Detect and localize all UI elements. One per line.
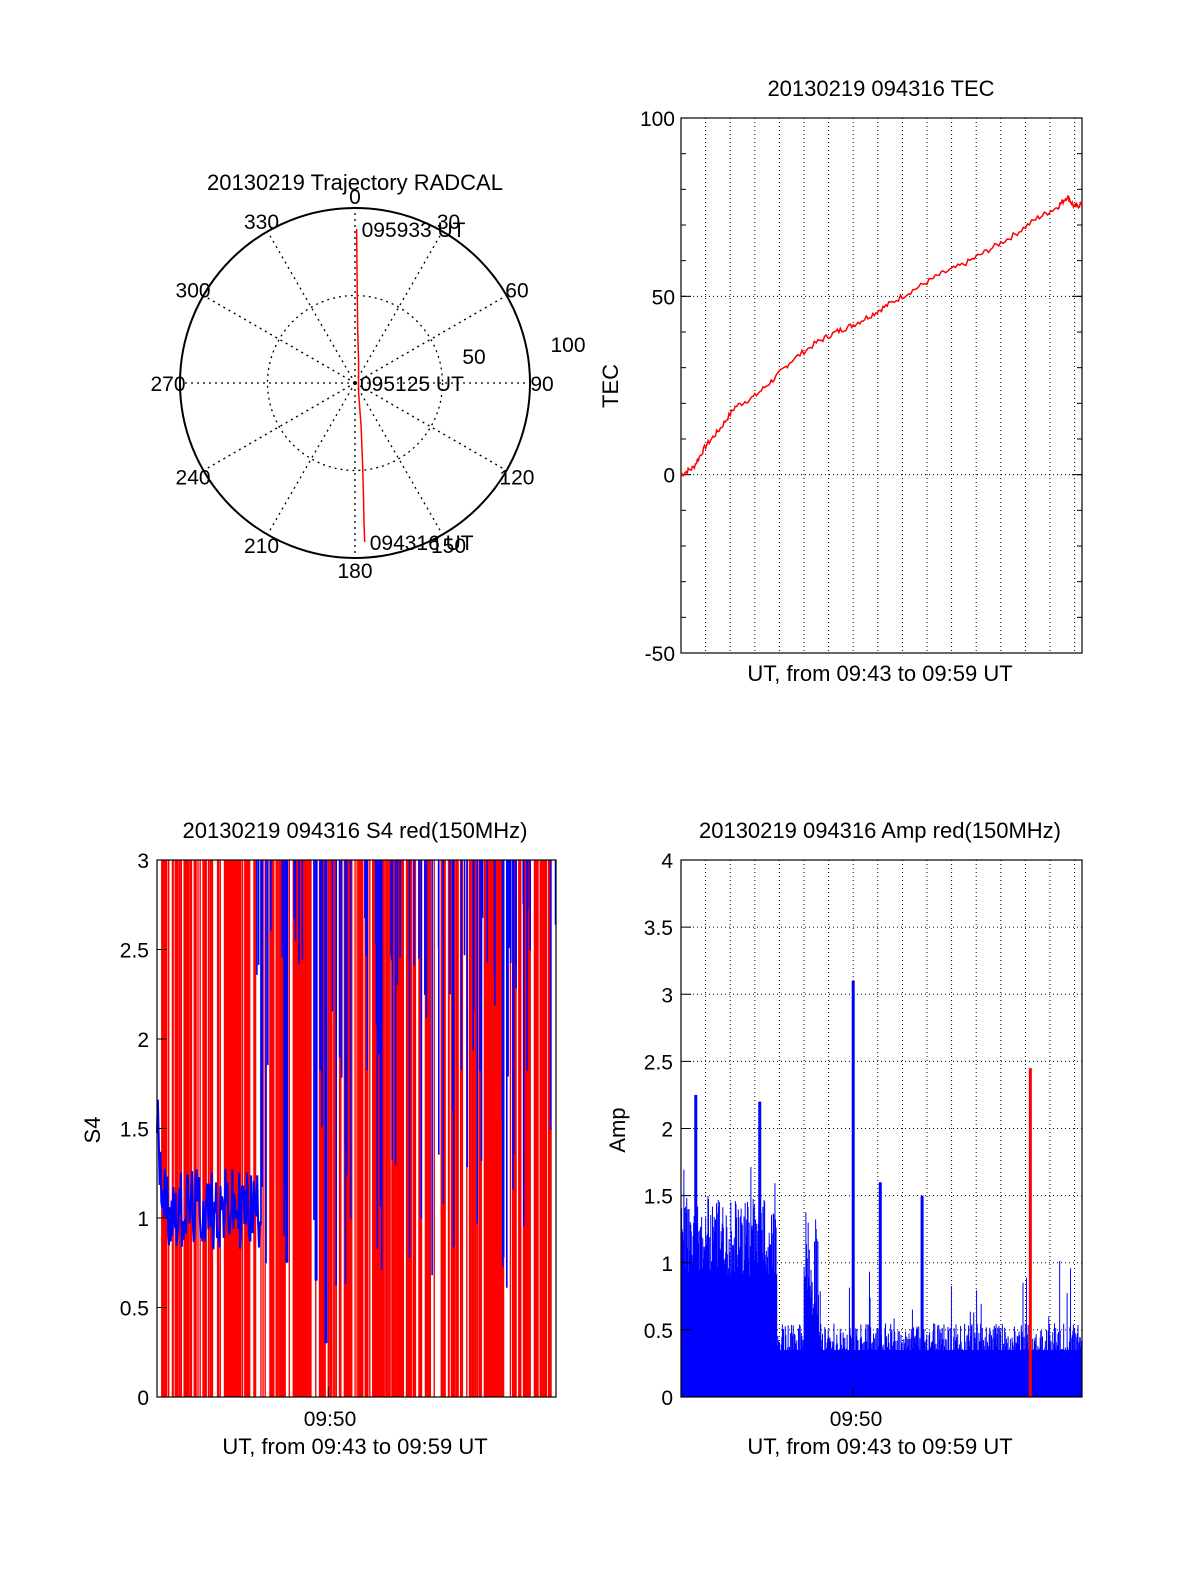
amp-y-tick-label: 0.5: [644, 1320, 673, 1343]
amp-y-tick-label: 4: [661, 850, 673, 873]
radial-label: 100: [550, 334, 585, 357]
tec-plot-frame: [680, 117, 1083, 654]
polar-outer-circle: [179, 207, 531, 559]
azimuth-label: 330: [244, 211, 279, 234]
azimuth-label: 0: [349, 186, 361, 209]
tec-y-tick-label: 100: [640, 108, 675, 131]
azimuth-label: 120: [499, 467, 534, 490]
tec-y-tick-label: -50: [645, 643, 675, 666]
time-label: 094316 UT: [370, 532, 474, 555]
s4-panel: 20130219 094316 S4 red(150MHz) 3 2.5 2 1.5 1…: [80, 818, 557, 1459]
amp-y-ticks: 4 3.5 3 2.5 2 1.5 1 0.5 0: [644, 850, 854, 1410]
amp-y-tick-label: 2.5: [644, 1051, 673, 1074]
azimuth-label: 150: [431, 535, 466, 558]
s4-x-axis-label: UT, from 09:43 to 09:59 UT: [222, 1434, 487, 1459]
amp-y-tick-label: 1.5: [644, 1186, 673, 1209]
polar-spoke: [354, 382, 444, 535]
polar-spoke: [354, 382, 507, 472]
tec-y-axis-label: TEC: [598, 364, 623, 408]
amp-y-tick-label: 3: [661, 984, 673, 1007]
polar-spoke: [203, 294, 356, 384]
s4-y-tick-label: 1: [137, 1208, 149, 1231]
radial-label: 50: [462, 346, 485, 369]
azimuth-label: 210: [244, 535, 279, 558]
amp-y-tick-label: 3.5: [644, 917, 673, 940]
time-label: 095125 UT: [360, 373, 464, 396]
s4-red-block: [294, 860, 307, 1397]
s4-red-block: [485, 860, 500, 1397]
s4-red-block: [225, 860, 241, 1397]
s4-y-tick-label: 0.5: [120, 1298, 149, 1321]
polar-title: 20130219 Trajectory RADCAL: [207, 170, 503, 195]
amp-panel: 20130219 094316 Amp red(150MHz) 4 3.5 3 2.5…: [605, 818, 1083, 1459]
polar-spoke: [203, 382, 356, 472]
tec-title: 20130219 094316 TEC: [767, 76, 994, 101]
s4-y-tick-label: 2.5: [120, 940, 149, 963]
s4-y-tick-label: 1.5: [120, 1119, 149, 1142]
polar-spoke: [266, 231, 356, 384]
s4-y-tick-label: 2: [137, 1029, 149, 1052]
amp-title: 20130219 094316 Amp red(150MHz): [699, 818, 1061, 843]
tec-panel: 20130219 094316 TEC 100 50 0 -50 UT, from 0…: [598, 76, 1083, 686]
azimuth-label: 300: [176, 280, 211, 303]
polar-spoke: [266, 382, 356, 535]
trajectory-time-labels: 095933 UT 095125 UT 094316 UT: [360, 219, 474, 555]
tec-series-line: [680, 195, 1083, 478]
amp-series: [680, 980, 1082, 1397]
amp-x-tick-label: 09:50: [830, 1408, 883, 1431]
time-label: 095933 UT: [362, 219, 466, 242]
trajectory-line: [355, 228, 366, 543]
amp-x-axis-label: UT, from 09:43 to 09:59 UT: [747, 1434, 1012, 1459]
amp-y-tick-label: 0: [661, 1387, 673, 1410]
tec-y-tick-label: 50: [652, 286, 675, 309]
polar-trajectory-panel: 20130219 Trajectory RADCAL 0 30 60 90 120 150…: [150, 170, 585, 583]
amp-grid: [681, 860, 1082, 1397]
s4-blue-line: [156, 1099, 261, 1250]
s4-title: 20130219 094316 S4 red(150MHz): [183, 818, 528, 843]
polar-spoke: [354, 231, 444, 384]
tec-y-tick-label: 0: [663, 465, 675, 488]
polar-labels: 0 30 60 90 120 150 180 210 240 270 300 330 50 100: [150, 186, 585, 583]
s4-y-axis-label: S4: [80, 1117, 105, 1144]
tec-y-ticks: 100 50 0 -50: [640, 108, 1082, 666]
polar-spoke: [354, 294, 507, 384]
azimuth-label: 30: [437, 211, 460, 234]
amp-y-axis-label: Amp: [605, 1107, 630, 1152]
s4-y-tick-label: 0: [137, 1387, 149, 1410]
azimuth-label: 180: [337, 560, 372, 583]
tec-x-axis-label: UT, from 09:43 to 09:59 UT: [747, 661, 1012, 686]
azimuth-label: 240: [176, 467, 211, 490]
polar-ring-50: [266, 294, 444, 472]
azimuth-label: 90: [530, 373, 553, 396]
tec-grid: [681, 118, 1082, 653]
azimuth-label: 60: [505, 280, 528, 303]
s4-y-tick-label: 3: [137, 850, 149, 873]
amp-y-tick-label: 1: [661, 1253, 673, 1276]
azimuth-label: 270: [150, 373, 185, 396]
polar-grid: [180, 208, 530, 558]
s4-y-ticks: 3 2.5 2 1.5 1 0.5 0: [120, 850, 329, 1410]
s4-x-tick-label: 09:50: [304, 1408, 357, 1431]
amp-y-tick-label: 2: [661, 1119, 673, 1142]
s4-series: [156, 860, 557, 1397]
